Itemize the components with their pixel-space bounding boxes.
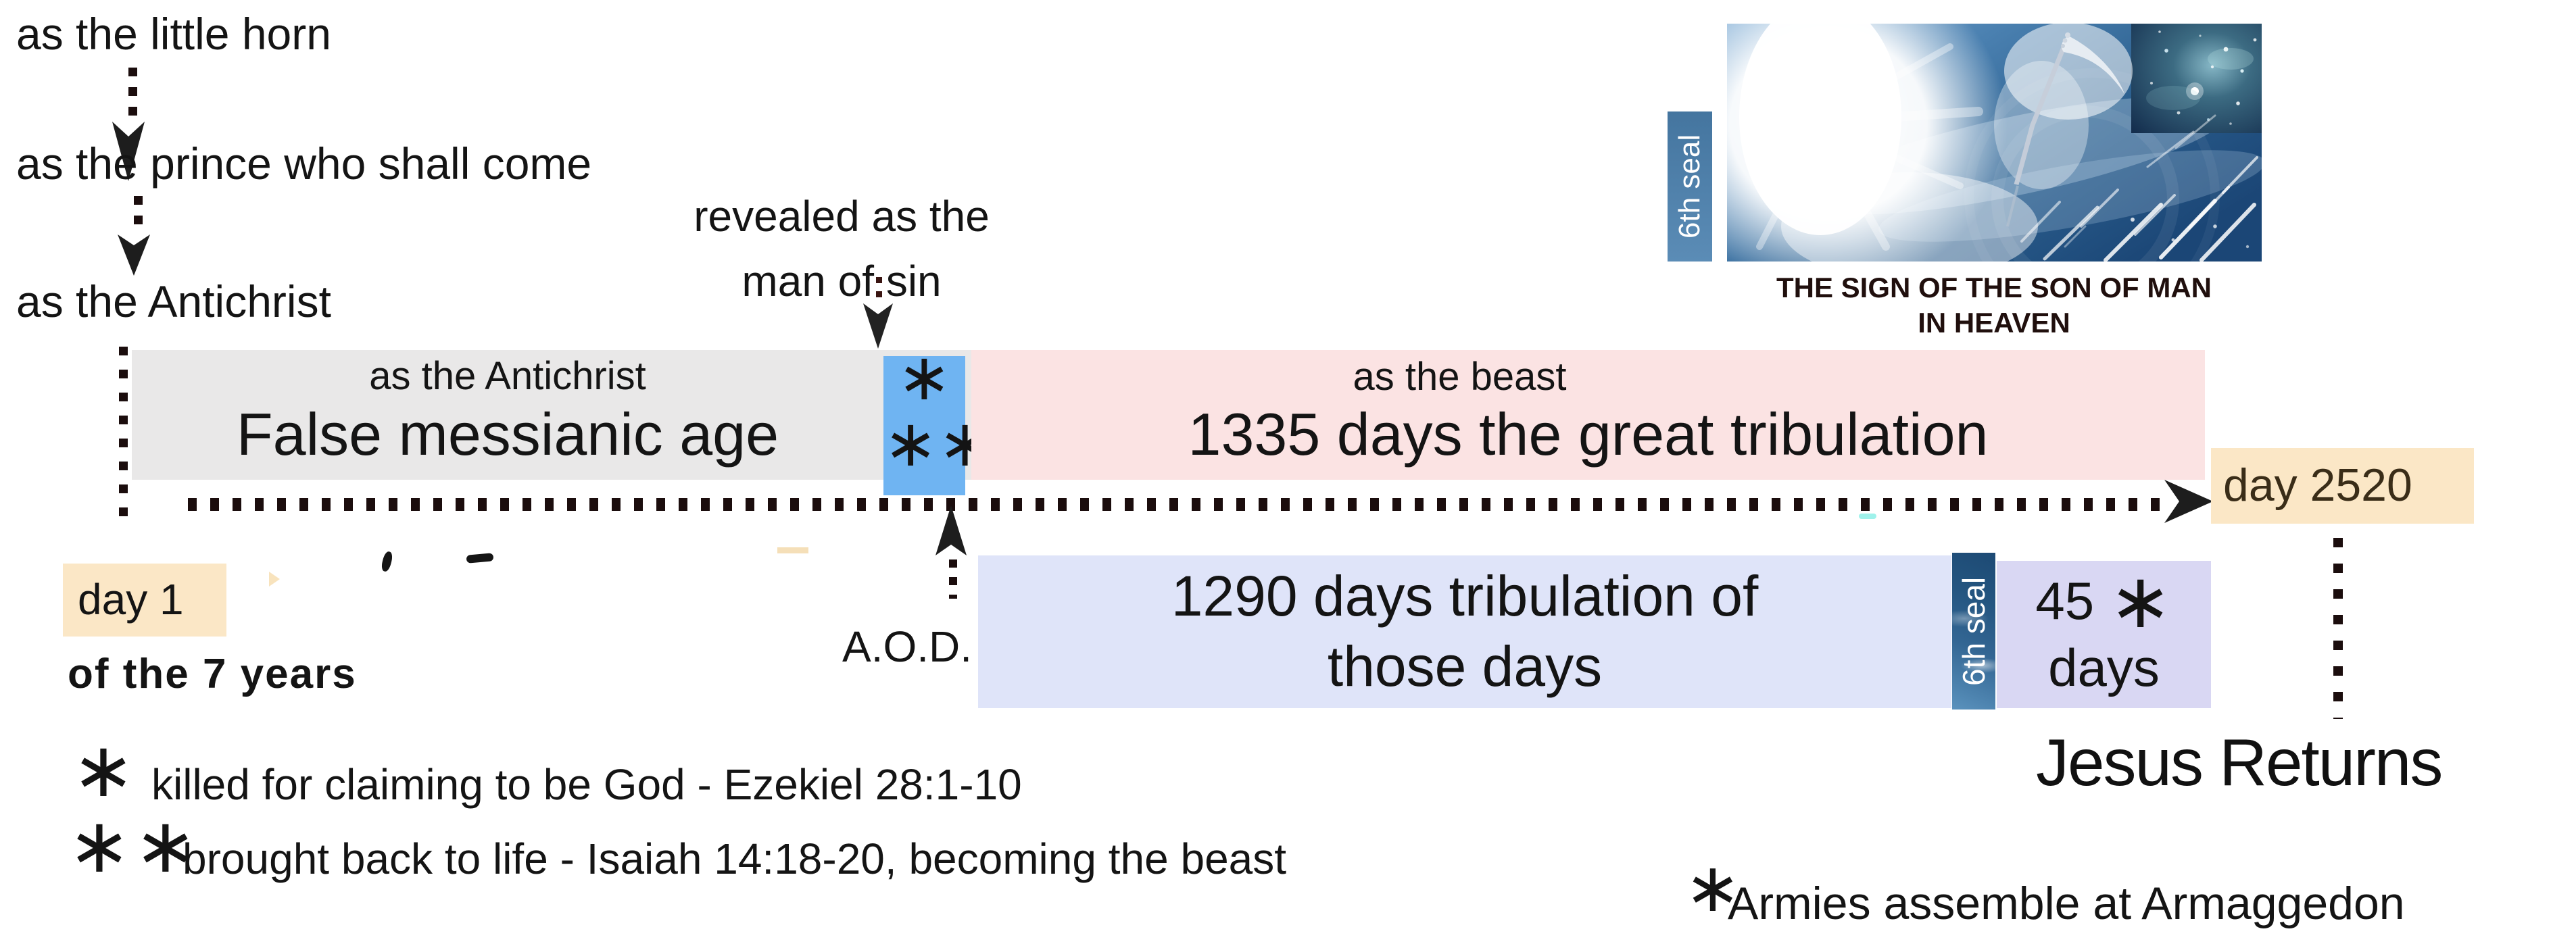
day-1-badge: day 1 (63, 564, 226, 637)
day1-dotted-line (119, 347, 128, 525)
label-little-horn: as the little horn (16, 9, 331, 59)
footnote3-text: Armies assemble at Armaggedon (1728, 878, 2405, 929)
photo-caption-line1: THE SIGN OF THE SON OF MAN (1776, 272, 2212, 303)
day-2520-badge: day 2520 (2211, 448, 2474, 524)
bar-false-messianic-age-text: as the Antichrist False messianic age (132, 354, 883, 470)
smudge-artifact (777, 547, 808, 553)
footnote1-text: killed for claiming to be God - Ezekiel … (151, 760, 1022, 809)
scythe-icon (1994, 24, 2133, 227)
photo-caption-line2: IN HEAVEN (1918, 307, 2070, 339)
trib1290-line2: those days (1327, 634, 1603, 698)
son-of-man-photo (1727, 24, 2262, 262)
beast-title: 1335 days the great tribulation (1188, 401, 1989, 468)
dotted-arrow-stem-3 (876, 277, 882, 304)
label-revealed-man-of-sin: revealed as the man of sin (649, 184, 1034, 314)
smudge-artifact (380, 550, 394, 573)
light-burst (1727, 24, 2038, 262)
false-age-title: False messianic age (236, 401, 779, 468)
bar-false-messianic-age (132, 350, 971, 480)
dotted-arrow-stem-2 (134, 196, 143, 234)
bar45-unit: days (2048, 638, 2160, 697)
smudge-artifact (466, 553, 494, 564)
footnote2-text: brought back to life - Isaiah 14:18-20, … (183, 835, 1287, 883)
arrowhead-down-icon (112, 119, 145, 181)
footnote1-star: ∗ (72, 728, 135, 812)
revealed-line2: man of sin (742, 257, 942, 305)
label-of-the-7-years: of the 7 years (68, 651, 357, 697)
revived-stars: ∗∗ (883, 407, 992, 480)
arrowhead-down-icon (863, 301, 893, 349)
label-jesus-returns: Jesus Returns (2036, 725, 2443, 799)
bar45-number: 45 (2035, 571, 2095, 630)
timeline-dotted-axis (188, 498, 2167, 511)
smudge-artifact (1859, 514, 1876, 519)
arrowhead-up-icon (935, 505, 967, 558)
label-prince-who-shall-come: as the prince who shall come (16, 139, 592, 189)
trib1290-line1: 1290 days tribulation of (1171, 564, 1759, 628)
dotted-arrow-stem-1 (128, 68, 137, 120)
bar-1290-days (978, 555, 1951, 708)
galaxy (2131, 24, 2262, 133)
revealed-line1: revealed as the (694, 192, 990, 241)
false-age-subtitle: as the Antichrist (369, 354, 646, 398)
arrowhead-down-icon (118, 232, 150, 276)
photo-caption: THE SIGN OF THE SON OF MAN IN HEAVEN (1717, 270, 2271, 341)
bar-45-days (1997, 561, 2211, 708)
bar-great-tribulation-text: as the beast 1335 days the great tribula… (971, 355, 2205, 470)
day-1-label: day 1 (78, 575, 184, 624)
sixth-seal-label-timeline: 6th seal (1952, 553, 1995, 710)
smudge-artifact (269, 572, 280, 587)
armageddon-star: ∗ (2108, 559, 2172, 643)
bar45-line1: 45 ∗ (1997, 564, 2211, 639)
label-antichrist: as the Antichrist (16, 276, 331, 326)
death-resurrection-box (883, 356, 965, 495)
day2520-dotted-line (2333, 538, 2343, 719)
killed-star: ∗ (897, 341, 952, 414)
day-2520-label: day 2520 (2223, 459, 2412, 511)
star-streaks (2020, 114, 2258, 262)
bar-1290-days-text: 1290 days tribulation of those days (978, 561, 1951, 701)
beast-subtitle: as the beast (1353, 355, 1567, 399)
sixth-seal-label-photo: 6th seal (1668, 111, 1712, 262)
arrowhead-right-icon (2162, 480, 2213, 523)
bar-45-days-text: 45 ∗ days (1997, 564, 2211, 701)
footnote2-stars: ∗∗ (68, 803, 200, 888)
footnote3-star: ∗ (1684, 850, 1741, 926)
bar-great-tribulation (971, 350, 2205, 480)
aod-dotted-stem (949, 559, 957, 599)
